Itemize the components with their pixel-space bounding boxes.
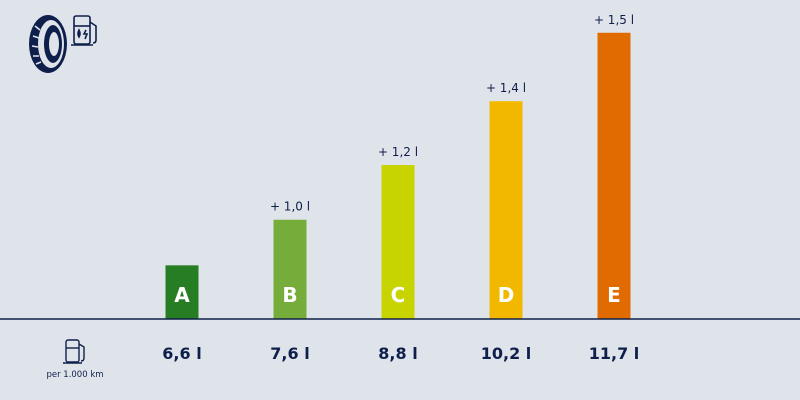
bar-e (597, 32, 631, 319)
category-label: D (498, 283, 515, 307)
bar-b (273, 219, 307, 319)
value-label: 8,8 l (378, 344, 417, 363)
category-label: C (391, 283, 406, 307)
fuel-pump-icon (71, 15, 97, 46)
bar-a (165, 265, 199, 319)
category-label: E (607, 283, 621, 307)
bar-c (381, 165, 415, 319)
fuel-pump-icon (63, 339, 85, 364)
unit-block: per 1.000 km (40, 336, 110, 386)
increment-label: + 1,0 l (270, 200, 310, 214)
tire-icon (29, 15, 67, 73)
increment-label: + 1,4 l (486, 81, 526, 95)
category-label: B (282, 283, 297, 307)
bar-d (489, 101, 523, 320)
increment-label: + 1,5 l (594, 13, 634, 27)
value-label: 11,7 l (589, 344, 640, 363)
increment-label: + 1,2 l (378, 145, 418, 159)
value-label: 6,6 l (162, 344, 201, 363)
value-label: 10,2 l (481, 344, 532, 363)
header-icons (26, 12, 106, 76)
unit-caption: per 1.000 km (46, 370, 104, 380)
category-label: A (174, 283, 190, 307)
value-label: 7,6 l (270, 344, 309, 363)
